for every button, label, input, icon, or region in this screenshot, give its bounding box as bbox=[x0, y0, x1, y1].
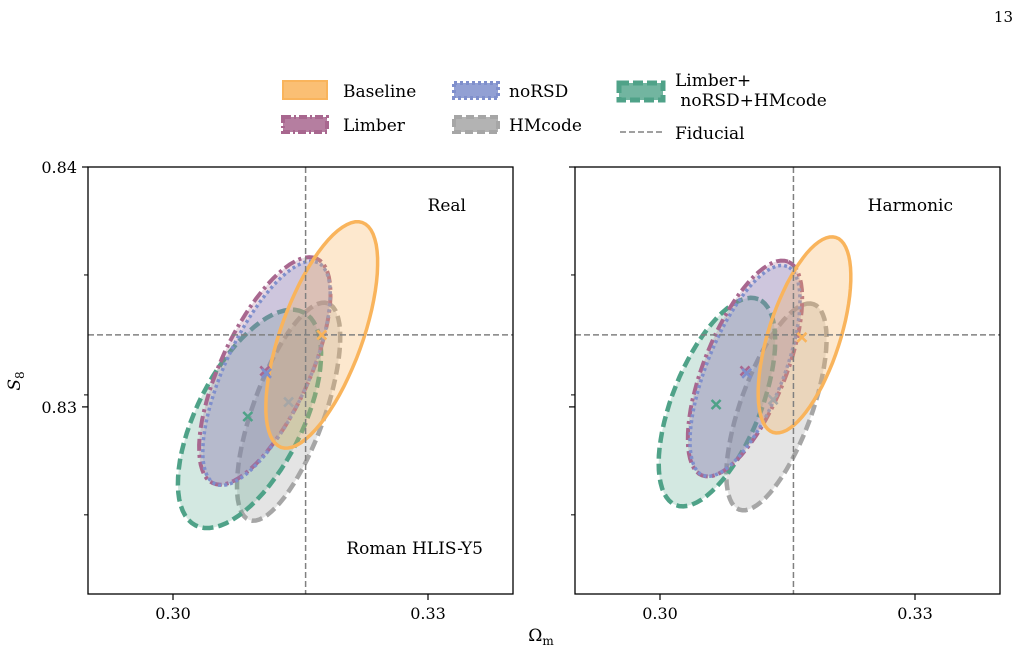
panel-harmonic: 0.30 0.33 Harmonic bbox=[569, 166, 1001, 623]
x-tick-label: 0.33 bbox=[897, 604, 933, 623]
page-number: 13 bbox=[994, 8, 1013, 26]
x-axis-label-sub: m bbox=[542, 634, 554, 648]
marker-hmcode bbox=[767, 394, 779, 406]
legend-item-norsd: noRSD bbox=[452, 81, 568, 102]
marker-norsd bbox=[261, 367, 272, 379]
y-axis-label-sub: 8 bbox=[13, 371, 27, 379]
ticks-real: 0.30 0.33 0.83 0.84 bbox=[41, 158, 445, 623]
x-axis-label: Ωm bbox=[528, 626, 554, 648]
legend: Baseline Limber noRSD HMcode Limber+ noR… bbox=[281, 71, 827, 144]
x-tick-label: 0.33 bbox=[410, 604, 446, 623]
panel-annotation-harmonic: Harmonic bbox=[868, 196, 953, 216]
legend-item-hmcode: HMcode bbox=[452, 115, 582, 136]
legend-label-all-2: noRSD+HMcode bbox=[675, 91, 827, 111]
legend-label-hmcode: HMcode bbox=[509, 116, 582, 136]
marker-norsd bbox=[741, 367, 753, 379]
y-axis-label-main: S bbox=[5, 379, 25, 391]
legend-swatch-hmcode bbox=[452, 115, 500, 134]
y-tick-label: 0.84 bbox=[41, 158, 77, 177]
legend-label-norsd: noRSD bbox=[509, 82, 568, 102]
legend-label-fiducial: Fiducial bbox=[675, 124, 745, 144]
x-axis-label-main: Ω bbox=[528, 626, 542, 646]
marker-hmcode bbox=[283, 396, 295, 408]
legend-swatch-baseline bbox=[282, 80, 328, 100]
legend-swatch-norsd bbox=[452, 81, 500, 100]
marker-layer-real bbox=[242, 329, 328, 422]
legend-swatch-limber bbox=[281, 115, 329, 134]
legend-label-baseline: Baseline bbox=[343, 82, 416, 102]
marker-all bbox=[242, 411, 254, 422]
axes-frame-harmonic bbox=[574, 166, 1001, 595]
legend-item-limber: Limber bbox=[281, 115, 406, 136]
legend-swatch-all bbox=[616, 80, 666, 103]
y-tick-label: 0.83 bbox=[41, 398, 77, 417]
panel-real: 0.30 0.33 0.83 0.84 Real Roman HLIS-Y5 bbox=[41, 158, 514, 623]
y-axis-label: S8 bbox=[5, 371, 27, 390]
fiducial-layer-real bbox=[88, 167, 513, 594]
marker-all bbox=[710, 399, 722, 410]
contour-layer-harmonic bbox=[656, 235, 853, 513]
x-tick-label: 0.30 bbox=[155, 604, 191, 623]
marker-layer-harmonic bbox=[710, 331, 808, 410]
panel-annotation-survey: Roman HLIS-Y5 bbox=[346, 539, 483, 559]
legend-label-all-1: Limber+ bbox=[675, 71, 751, 91]
legend-item-all: Limber+ noRSD+HMcode bbox=[616, 71, 827, 111]
axes-frame-real bbox=[87, 166, 514, 595]
panel-annotation-real: Real bbox=[428, 196, 466, 216]
marker-baseline bbox=[316, 329, 328, 341]
legend-item-baseline: Baseline bbox=[282, 80, 416, 102]
contour-layer-real bbox=[175, 220, 380, 531]
ticks-harmonic: 0.30 0.33 bbox=[569, 166, 933, 623]
legend-label-limber: Limber bbox=[343, 116, 406, 136]
x-tick-label: 0.30 bbox=[642, 604, 678, 623]
legend-item-fiducial: Fiducial bbox=[620, 124, 745, 144]
marker-baseline bbox=[796, 331, 808, 343]
contour-hmcode bbox=[234, 300, 343, 523]
fiducial-layer-harmonic bbox=[575, 167, 1000, 594]
